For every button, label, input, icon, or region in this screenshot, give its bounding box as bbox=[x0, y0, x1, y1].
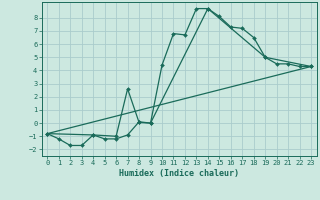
X-axis label: Humidex (Indice chaleur): Humidex (Indice chaleur) bbox=[119, 169, 239, 178]
